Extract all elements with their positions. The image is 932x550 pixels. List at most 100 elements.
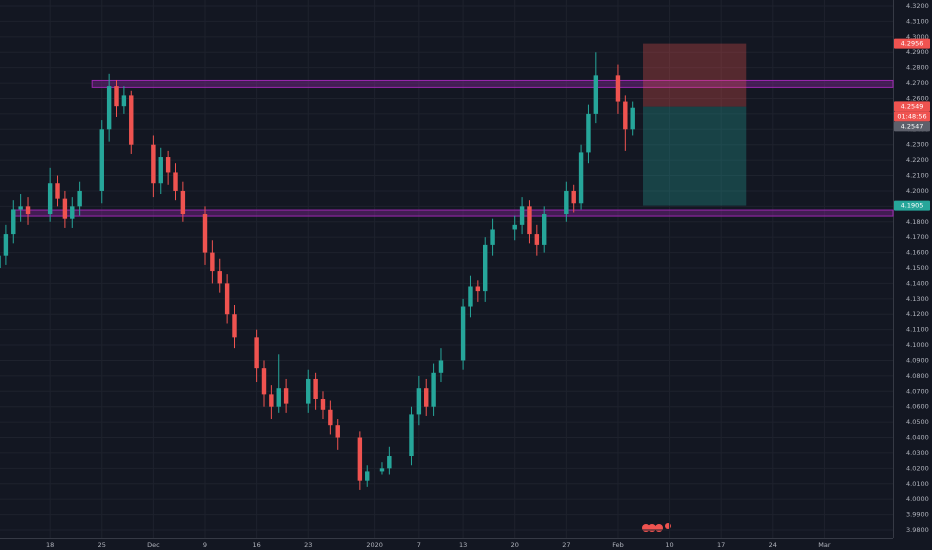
candle-body: [114, 86, 119, 107]
position-loss-area: [643, 43, 747, 107]
candle-body: [512, 224, 517, 230]
y-tick-label: 4.3100: [906, 17, 929, 25]
x-tick-label: 27: [562, 541, 570, 549]
candle-body: [571, 190, 576, 204]
countdown-label: 01:48:56: [897, 112, 926, 120]
x-tick-label: 18: [46, 541, 54, 549]
y-tick-label: 4.1000: [906, 341, 929, 349]
price-label-box: [894, 101, 930, 112]
price-label-box: [894, 200, 930, 211]
x-tick-label: Mar: [818, 541, 831, 549]
y-tick-label: 4.0800: [906, 372, 929, 380]
candle-body: [519, 206, 525, 225]
candle-body: [541, 214, 547, 245]
event-icon[interactable]: [648, 524, 656, 532]
candle-body: [70, 206, 75, 219]
candle-body: [564, 190, 569, 215]
y-tick-label: 4.2000: [906, 187, 929, 195]
zones-layer: [14, 43, 894, 217]
candle-body: [18, 206, 23, 210]
x-tick-label: 17: [717, 541, 725, 549]
candle-body: [165, 157, 171, 173]
y-tick-label: 4.0000: [906, 495, 929, 503]
labels-layer: 4.2956 4.2549 01:48:56 4.2547 4.1905: [894, 38, 930, 211]
support-resistance-zone: [91, 79, 894, 88]
y-tick-label: 3.9900: [906, 511, 929, 519]
candle-body: [151, 144, 156, 184]
candle-body: [475, 286, 481, 292]
y-tick-label: 4.0700: [906, 387, 929, 395]
y-tick-label: 4.2600: [906, 94, 929, 102]
candle-body: [424, 388, 429, 407]
y-tick-label: 4.3000: [906, 33, 929, 41]
x-tick-label: 23: [304, 541, 312, 549]
position-profit-area: [643, 106, 747, 206]
event-icon[interactable]: [655, 524, 663, 532]
x-tick-label: 16: [252, 541, 260, 549]
candle-body: [379, 468, 385, 472]
y-tick-label: 4.2100: [906, 172, 929, 180]
y-tick-label: 4.0900: [906, 356, 929, 364]
candle-body: [202, 214, 208, 253]
candle-body: [593, 75, 599, 114]
y-tick-label: 4.0500: [906, 418, 929, 426]
candle-body: [232, 314, 237, 338]
price-label-box: [894, 121, 930, 132]
y-tick-label: 4.2800: [906, 64, 929, 72]
candle-body: [387, 456, 392, 469]
candle-body: [623, 101, 628, 130]
candle-body: [335, 425, 340, 438]
candle-body: [534, 234, 540, 245]
candle-body: [313, 378, 318, 399]
candle-body: [121, 95, 127, 107]
price-label: 4.1905: [901, 202, 924, 210]
candle-body: [615, 75, 621, 102]
candle-body: [25, 206, 31, 215]
candle-body: [62, 198, 68, 219]
candle-body: [158, 157, 163, 184]
x-tick-label: 7: [417, 541, 421, 549]
y-tick-label: 4.2300: [906, 141, 929, 149]
y-tick-label: 4.0600: [906, 403, 929, 411]
x-tick-label: Feb: [612, 541, 624, 549]
y-tick-label: 4.1200: [906, 310, 929, 318]
x-tick-label: 25: [98, 541, 106, 549]
candle-body: [99, 129, 104, 191]
candle-body: [3, 234, 9, 256]
axis-layer: 4.3200 4.3100 4.3000 4.2900 4.2800 4.2700 4.26…: [46, 2, 929, 549]
x-tick-label: 2020: [366, 541, 383, 549]
y-tick-label: 4.0200: [906, 464, 929, 472]
x-tick-label: 9: [203, 541, 207, 549]
candle-body: [224, 283, 230, 315]
candle-body: [460, 306, 466, 361]
candle-body: [180, 190, 186, 215]
candle-body: [283, 388, 289, 404]
y-tick-label: 4.2900: [906, 48, 929, 56]
x-tick-label: 10: [665, 541, 673, 549]
candle-body: [490, 229, 495, 245]
candle-body: [438, 360, 444, 373]
candle-body: [55, 183, 60, 199]
candle-body: [261, 368, 267, 395]
countdown-box: [894, 111, 930, 122]
grid-layer: [0, 0, 893, 538]
candles-layer: [0, 52, 635, 490]
candle-body: [47, 183, 53, 215]
candle-body: [468, 286, 473, 307]
candle-body: [173, 172, 178, 191]
x-tick-label: 13: [459, 541, 467, 549]
candle-body: [328, 409, 333, 426]
event-icon[interactable]: [665, 523, 671, 529]
candle-body: [630, 107, 635, 130]
candle-body: [254, 337, 259, 369]
y-tick-label: 4.0400: [906, 434, 929, 442]
candle-body: [416, 388, 422, 415]
y-tick-label: 4.1400: [906, 279, 929, 287]
candle-body: [578, 152, 584, 204]
x-tick-label: 20: [511, 541, 519, 549]
price-label-box: [894, 38, 930, 49]
y-tick-label: 4.1600: [906, 249, 929, 257]
y-tick-label: 4.0100: [906, 480, 929, 488]
